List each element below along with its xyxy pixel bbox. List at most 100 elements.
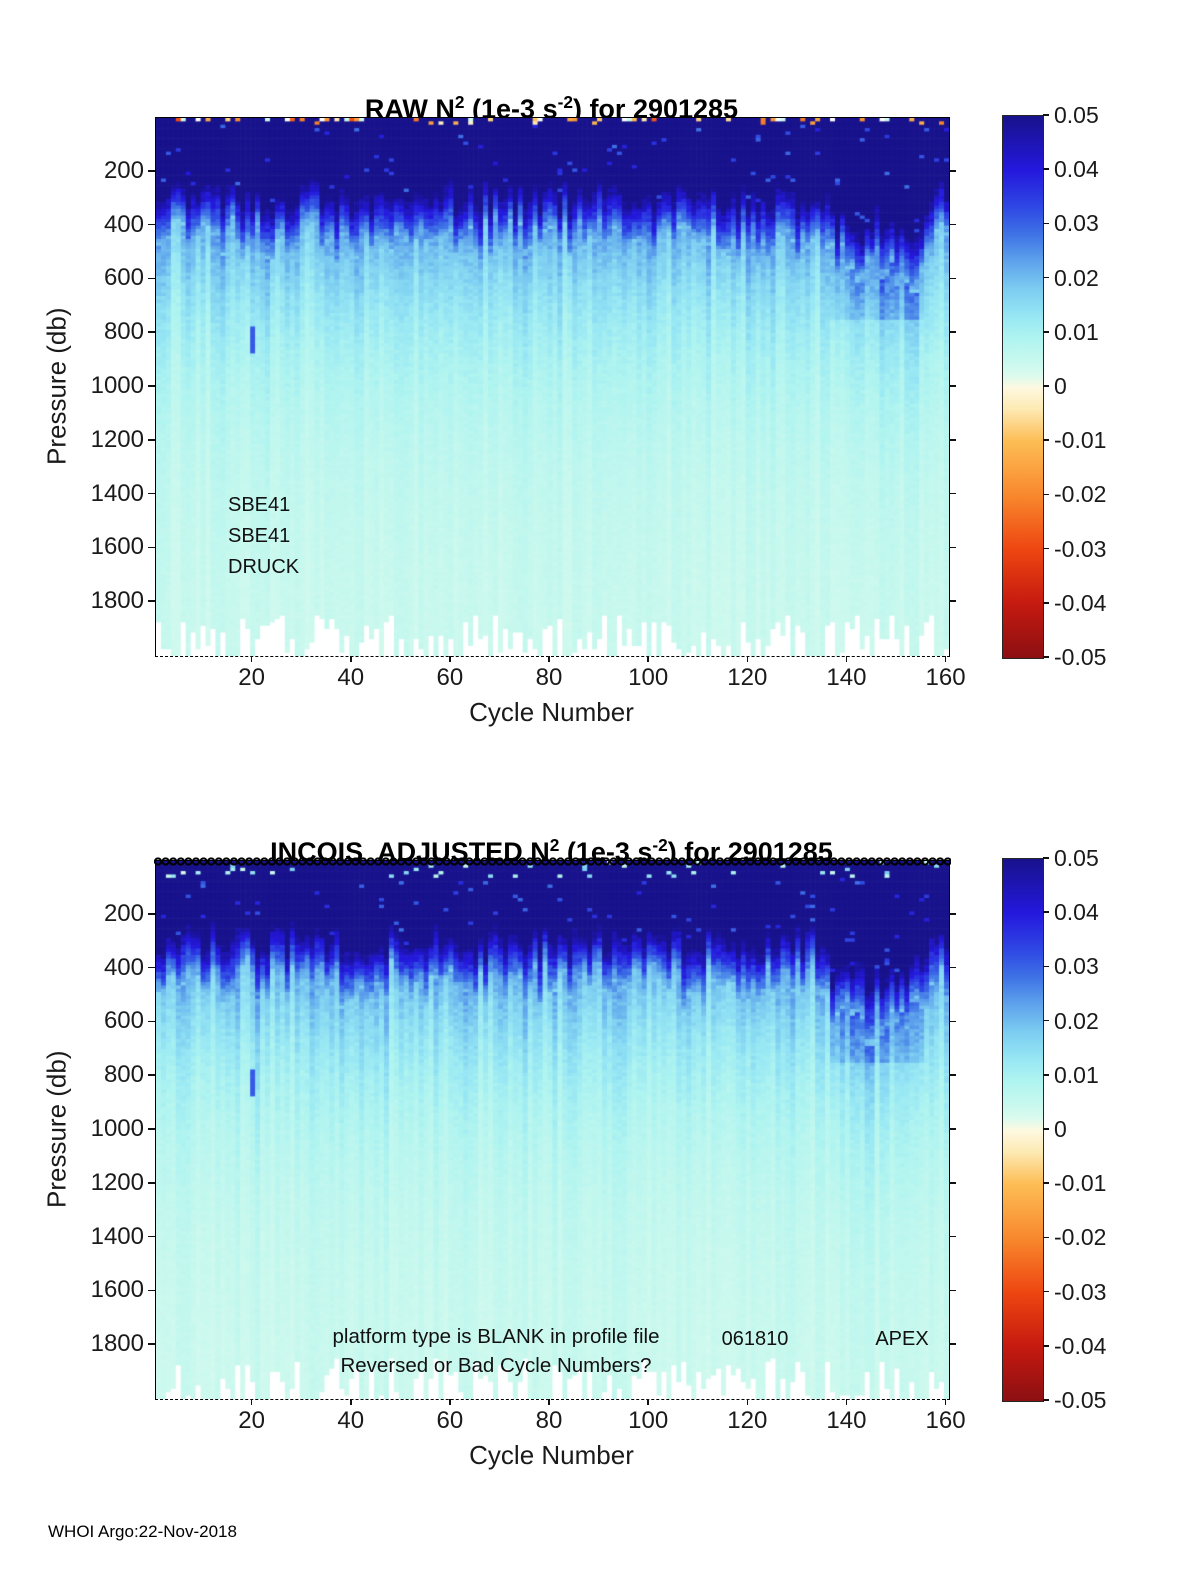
colorbar-tick-label: 0.02 [1054, 1007, 1099, 1034]
warning-annotations: platform type is BLANK in profile file R… [186, 1322, 806, 1380]
colorbar-tick-label: -0.02 [1054, 481, 1107, 508]
y-tick-mark [148, 1289, 155, 1292]
colorbar-tick-mark [1043, 965, 1049, 968]
colorbar-tick-mark [1043, 114, 1049, 116]
colorbar-tick-label: -0.01 [1054, 1170, 1107, 1197]
y-tick-mark-right [949, 546, 956, 549]
colorbar-tick-label: 0.04 [1054, 156, 1099, 183]
y-tick-mark-right [949, 913, 956, 915]
y-tick-mark-right [949, 223, 956, 226]
colorbar-tick-label: -0.05 [1054, 1387, 1107, 1413]
y-tick-mark-right [949, 385, 956, 387]
platform-type-label: APEX [875, 1328, 929, 1350]
y-tick-label: 1200 [90, 1168, 144, 1196]
y-tick-label: 800 [103, 318, 144, 346]
colorbar-tick-label: -0.04 [1054, 1332, 1107, 1359]
x-tick-label: 100 [628, 664, 669, 691]
y-tick-label: 600 [103, 264, 144, 292]
y-tick-mark [148, 1128, 155, 1130]
cycle-marker-row [154, 856, 951, 867]
colorbar-tick-label: -0.04 [1054, 589, 1107, 616]
x-axis-label-adjusted: Cycle Number [469, 1440, 634, 1470]
x-tick-mark [944, 1399, 947, 1405]
colorbar-tick-label: 0.01 [1054, 318, 1099, 345]
y-tick-label: 1000 [90, 1115, 144, 1142]
y-tick-label: 600 [103, 1007, 144, 1035]
y-tick-mark-right [949, 1235, 956, 1238]
colorbar-tick-mark [1043, 1345, 1049, 1347]
colorbar-tick-mark [1043, 1399, 1049, 1401]
x-tick-mark [350, 1399, 352, 1405]
y-tick-label: 1200 [90, 425, 144, 453]
colorbar-tick-mark [1043, 1290, 1049, 1293]
colorbar-tick-label: -0.05 [1054, 644, 1107, 670]
y-tick-mark [148, 492, 155, 495]
x-tick-mark [449, 656, 451, 662]
y-tick-label: 1800 [90, 1330, 144, 1358]
y-tick-mark [148, 277, 155, 280]
x-tick-label: 60 [436, 1407, 464, 1434]
colorbar-tick-label: -0.02 [1054, 1224, 1107, 1251]
colorbar-tick-label: 0.04 [1054, 899, 1099, 926]
x-axis-label-raw: Cycle Number [469, 697, 634, 727]
colorbar-tick-mark [1043, 168, 1049, 170]
x-tick-mark [647, 656, 649, 662]
y-tick-mark [148, 439, 155, 441]
y-tick-mark [148, 170, 155, 172]
raw-heatmap-plot-area: SBE41 SBE41 DRUCK [155, 117, 950, 657]
colorbar-tick-mark [1043, 331, 1049, 333]
x-tick-mark [548, 656, 550, 662]
y-tick-label: 1800 [90, 587, 144, 615]
colorbar-tick-label: -0.01 [1054, 427, 1107, 454]
y-tick-mark-right [949, 1128, 956, 1130]
x-tick-mark [350, 656, 352, 662]
y-tick-mark-right [949, 277, 956, 280]
colorbar-tick-mark [1043, 911, 1049, 913]
y-tick-mark-right [949, 966, 956, 969]
colorbar-tick-label: 0.05 [1054, 845, 1099, 871]
y-tick-mark [148, 1235, 155, 1238]
x-tick-mark [746, 1399, 749, 1405]
x-tick-label: 20 [238, 664, 265, 691]
y-tick-mark [148, 1343, 155, 1345]
colorbar-tick-mark [1043, 1182, 1049, 1184]
x-tick-mark [845, 656, 848, 662]
x-tick-label: 20 [238, 1407, 265, 1434]
y-tick-mark [148, 223, 155, 226]
y-tick-mark [148, 546, 155, 549]
y-tick-label: 400 [103, 953, 144, 981]
y-tick-mark [148, 331, 155, 333]
colorbar-tick-mark [1043, 857, 1049, 859]
footer-credit: WHOI Argo:22-Nov-2018 [48, 1522, 237, 1541]
colorbar-tick-label: 0.01 [1054, 1061, 1099, 1088]
y-tick-label: 1600 [90, 1276, 144, 1304]
x-tick-label: 100 [628, 1407, 669, 1434]
y-tick-mark [148, 1020, 155, 1023]
y-tick-mark [148, 966, 155, 969]
x-tick-label: 160 [925, 664, 966, 691]
y-tick-label: 200 [103, 156, 144, 184]
sensor-annotations: SBE41 SBE41 DRUCK [228, 490, 299, 583]
y-tick-mark-right [949, 170, 956, 172]
title-superscript: -2 [557, 92, 573, 113]
x-tick-mark [845, 1399, 848, 1405]
y-tick-label: 1600 [90, 533, 144, 561]
colorbar-raw [1002, 115, 1044, 659]
colorbar-tick-mark [1043, 493, 1049, 496]
adjusted-heatmap-plot-area: platform type is BLANK in profile file R… [154, 856, 951, 1400]
y-tick-mark-right [949, 331, 956, 333]
colorbar-tick-mark [1043, 276, 1049, 279]
colorbar-tick-mark [1043, 222, 1049, 225]
y-tick-label: 200 [103, 899, 144, 927]
colorbar-tick-label: 0 [1054, 1116, 1067, 1142]
sensor-line: SBE41 [228, 525, 291, 547]
raw-heatmap-canvas [156, 118, 949, 656]
x-tick-mark [746, 656, 749, 662]
title-superscript: 2 [454, 92, 465, 113]
colorbar-tick-mark [1043, 656, 1049, 658]
x-tick-label: 80 [535, 664, 563, 691]
colorbar-tick-mark [1043, 602, 1049, 604]
x-tick-label: 80 [535, 1407, 563, 1434]
colorbar-tick-mark [1043, 547, 1049, 550]
